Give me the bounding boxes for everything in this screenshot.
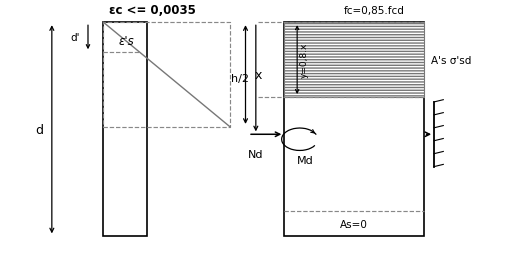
Text: Nd: Nd: [248, 150, 264, 160]
Text: fc=0,85.fcd: fc=0,85.fcd: [344, 6, 405, 16]
Text: Md: Md: [296, 156, 313, 166]
Bar: [284, 23, 424, 98]
Text: A's σ'sd: A's σ'sd: [431, 55, 472, 65]
Text: As=0: As=0: [340, 219, 368, 229]
Text: h/2: h/2: [231, 74, 250, 84]
Text: d: d: [35, 123, 43, 136]
Text: εc <= 0,0035: εc <= 0,0035: [109, 4, 196, 17]
Text: ε's: ε's: [119, 35, 135, 48]
Text: d': d': [70, 33, 80, 43]
Text: y=0,8.x: y=0,8.x: [300, 43, 309, 78]
Text: x: x: [255, 69, 262, 82]
